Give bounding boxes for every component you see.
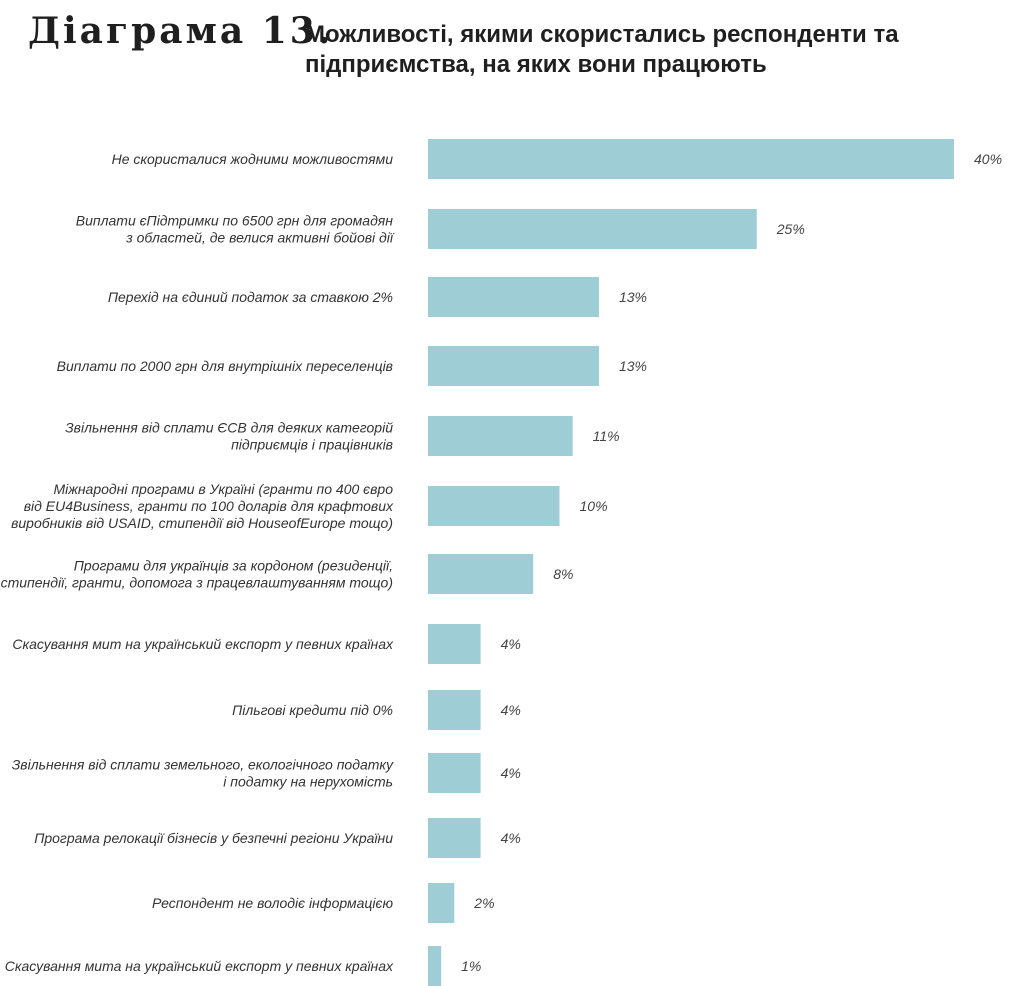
bar-3 xyxy=(428,277,599,317)
category-label-3: Перехід на єдиний податок за ставкою 2% xyxy=(108,289,393,305)
bar-6 xyxy=(428,486,560,526)
value-label-6: 10% xyxy=(580,498,608,514)
category-label-12: Респондент не володіє інформацією xyxy=(152,895,394,911)
value-label-12: 2% xyxy=(473,895,494,911)
bar-1 xyxy=(428,139,954,179)
bar-12 xyxy=(428,883,455,923)
bar-5 xyxy=(428,416,573,456)
bar-11 xyxy=(428,818,481,858)
category-label-2: Виплати єПідтримки по 6500 грн для грома… xyxy=(76,213,395,246)
value-label-9: 4% xyxy=(501,702,521,718)
value-label-10: 4% xyxy=(501,765,521,781)
category-label-8: Скасування мит на український експорт у … xyxy=(12,636,394,652)
value-label-3: 13% xyxy=(619,289,647,305)
category-label-9: Пільгові кредити під 0% xyxy=(232,702,393,718)
value-label-8: 4% xyxy=(501,636,521,652)
value-label-5: 11% xyxy=(593,428,620,444)
bar-7 xyxy=(428,554,534,594)
bar-8 xyxy=(428,624,481,664)
value-label-11: 4% xyxy=(501,830,521,846)
category-label-4: Виплати по 2000 грн для внутрішніх перес… xyxy=(57,358,393,374)
chart-header: Діаграма 13. Можливості, якими скористал… xyxy=(0,0,1024,110)
category-label-11: Програма релокації бізнесів у безпечні р… xyxy=(34,830,393,846)
value-label-1: 40% xyxy=(974,151,1002,167)
category-label-10: Звільнення від сплати земельного, еколог… xyxy=(12,757,394,790)
bar-4 xyxy=(428,346,599,386)
bar-10 xyxy=(428,753,481,793)
category-label-5: Звільнення від сплати ЄСВ для деяких кат… xyxy=(65,420,393,453)
value-label-2: 25% xyxy=(776,221,805,237)
bar-13 xyxy=(428,946,442,986)
value-label-7: 8% xyxy=(553,566,573,582)
category-label-7: Програми для українців за кордоном (рези… xyxy=(1,558,393,591)
value-label-4: 13% xyxy=(619,358,647,374)
category-label-1: Не скористалися жодними можливостями xyxy=(112,151,394,167)
diagram-number-label: Діаграма 13. xyxy=(28,10,334,52)
value-label-13: 1% xyxy=(461,958,481,974)
category-label-13: Скасування мита на український експорт у… xyxy=(5,958,394,974)
bar-2 xyxy=(428,209,757,249)
category-label-6: Міжнародні програми в Україні (гранти по… xyxy=(11,481,394,531)
chart-title: Можливості, якими скористались респонден… xyxy=(305,21,899,78)
bar-9 xyxy=(428,690,481,730)
